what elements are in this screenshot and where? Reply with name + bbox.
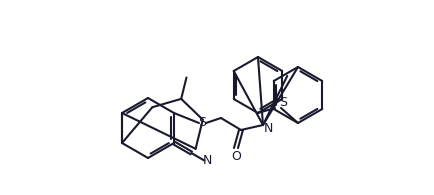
- Text: N: N: [263, 121, 273, 135]
- Text: S: S: [198, 116, 206, 129]
- Text: S: S: [279, 97, 287, 110]
- Text: N: N: [203, 154, 212, 167]
- Text: O: O: [231, 150, 241, 162]
